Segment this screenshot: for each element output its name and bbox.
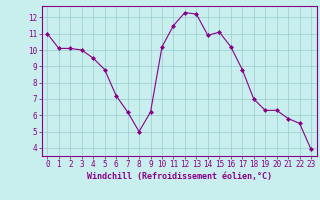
- X-axis label: Windchill (Refroidissement éolien,°C): Windchill (Refroidissement éolien,°C): [87, 172, 272, 181]
